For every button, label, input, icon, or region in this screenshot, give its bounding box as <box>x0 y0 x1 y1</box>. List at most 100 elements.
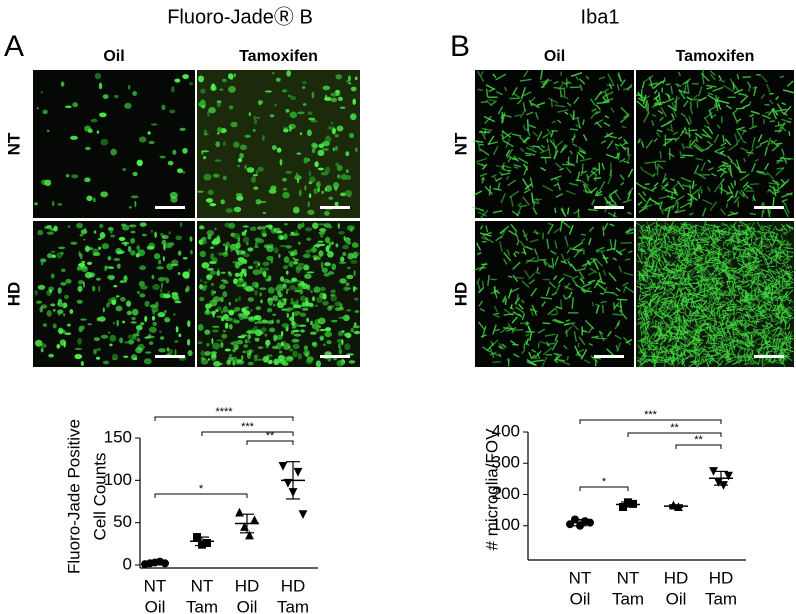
micrograph-speck <box>94 337 100 341</box>
micrograph-speck <box>764 105 769 106</box>
micrograph-speck <box>312 222 318 229</box>
micrograph-speck <box>666 84 671 85</box>
micrograph-speck <box>284 256 290 263</box>
micrograph-speck <box>337 126 344 132</box>
micrograph-speck <box>543 323 551 324</box>
micrograph-speck <box>242 284 245 287</box>
micrograph-speck <box>711 289 712 298</box>
scale-bar <box>320 355 350 358</box>
x-tick-label: Oil <box>145 597 166 614</box>
micrograph-speck <box>198 341 203 344</box>
micrograph-speck <box>282 89 287 92</box>
micrograph-speck <box>236 283 242 287</box>
micrograph-speck <box>283 233 287 239</box>
micrograph-speck <box>128 85 130 90</box>
micrograph-speck <box>286 290 288 294</box>
micrograph-speck <box>245 229 247 232</box>
micrograph-speck <box>140 222 147 226</box>
micrograph-speck <box>158 259 161 264</box>
micrograph-speck <box>200 100 206 106</box>
micrograph-speck <box>296 268 301 274</box>
micrograph-speck <box>273 304 276 307</box>
micrograph-speck <box>236 242 241 249</box>
micrograph-speck <box>219 89 223 91</box>
micrograph-speck <box>122 168 126 171</box>
micrograph-speck <box>43 323 47 326</box>
micrograph-speck <box>36 107 38 109</box>
micrograph-speck <box>151 275 154 279</box>
micrograph-speck <box>203 174 211 181</box>
micrograph-speck <box>170 192 178 199</box>
micrograph-speck <box>161 282 163 288</box>
micrograph-speck <box>111 300 116 305</box>
micrograph-speck <box>96 357 100 360</box>
micrograph-speck <box>345 282 349 286</box>
micrograph-speck <box>211 351 217 354</box>
micrograph-speck <box>297 224 301 230</box>
micrograph-speck <box>228 86 236 93</box>
micrograph-speck <box>77 300 83 304</box>
micrograph-speck <box>215 309 218 312</box>
micrograph-speck <box>315 305 317 307</box>
micrograph-speck <box>107 256 111 260</box>
micrograph-speck <box>41 304 47 308</box>
micrograph-speck <box>234 207 242 213</box>
micrograph-speck <box>177 168 183 173</box>
micrograph-speck <box>159 330 161 333</box>
significance-label: **** <box>215 406 233 418</box>
micrograph-speck <box>292 350 297 357</box>
micrograph-speck <box>56 344 60 349</box>
micrograph-speck <box>81 267 88 272</box>
micrograph-speck <box>34 202 38 205</box>
micrograph-speck <box>207 111 209 117</box>
micrograph-speck <box>221 272 226 274</box>
micrograph-speck <box>139 265 146 270</box>
micrograph-speck <box>331 122 334 125</box>
micrograph-speck <box>653 292 654 299</box>
micrograph-speck <box>286 307 294 310</box>
micrograph-speck <box>302 86 305 89</box>
micrograph-speck <box>280 245 287 247</box>
x-tick-label: Tam <box>186 597 218 614</box>
micrograph-speck <box>219 284 225 289</box>
micrograph-speck <box>99 224 103 228</box>
scale-bar <box>155 206 185 209</box>
scale-bar <box>320 206 350 209</box>
micrograph-speck <box>274 228 281 234</box>
micrograph-speck <box>200 89 205 94</box>
micrograph-speck <box>309 176 315 182</box>
micrograph-speck <box>291 232 295 235</box>
micrograph-speck <box>581 234 586 235</box>
micrograph-speck <box>331 98 337 103</box>
micrograph-speck <box>243 344 248 347</box>
micrograph-speck <box>325 187 327 191</box>
micrograph-speck <box>229 105 234 109</box>
micrograph-speck <box>264 334 267 337</box>
micrograph-speck <box>283 343 290 350</box>
micrograph-speck <box>657 166 658 176</box>
micrograph-speck <box>256 306 261 310</box>
micrograph-speck <box>296 172 299 178</box>
micrograph-speck <box>101 335 108 339</box>
micrograph-speck <box>239 272 243 278</box>
micrograph-speck <box>312 148 315 153</box>
micrograph-speck <box>248 362 254 366</box>
micrograph-speck <box>348 253 354 260</box>
micrograph-speck <box>285 109 289 113</box>
micrograph-speck <box>710 255 714 256</box>
micrograph-speck <box>205 303 212 308</box>
micrograph-speck <box>152 284 160 290</box>
micrograph-speck <box>339 349 343 355</box>
significance-label: ** <box>266 430 275 442</box>
micrograph-speck <box>783 247 788 248</box>
y-tick-label: 150 <box>104 427 132 446</box>
micrograph-speck <box>212 343 220 350</box>
micrograph-speck <box>321 172 329 176</box>
micrograph-speck <box>185 288 188 293</box>
micrograph-speck <box>682 155 693 156</box>
micrograph-speck <box>331 241 334 245</box>
micrograph-speck <box>221 334 227 339</box>
micrograph-speck <box>236 195 243 200</box>
micrograph-speck <box>764 119 765 124</box>
micrograph-speck <box>91 119 98 123</box>
